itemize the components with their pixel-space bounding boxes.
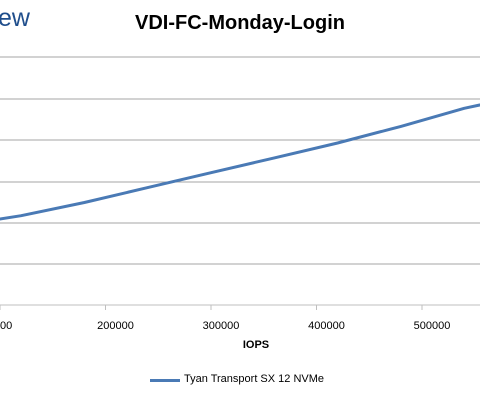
x-tick-label: 400000 (308, 320, 345, 332)
gridlines (0, 56, 480, 306)
brand-logo-fragment: ew (0, 4, 30, 32)
series-lines (0, 103, 480, 221)
x-axis-label: IOPS (243, 339, 269, 351)
x-tick-label: 500000 (414, 320, 451, 332)
legend-swatch (150, 379, 180, 382)
x-tick-label: 00 (0, 320, 12, 332)
series-line (0, 103, 480, 221)
x-tick-label: 200000 (97, 320, 134, 332)
legend: Tyan Transport SX 12 NVMe (0, 370, 480, 388)
legend-label: Tyan Transport SX 12 NVMe (184, 373, 325, 385)
x-tick-label: 300000 (203, 320, 240, 332)
x-axis: 00 200000 300000 400000 500000 (0, 305, 450, 332)
chart-title: VDI-FC-Monday-Login (135, 12, 345, 34)
